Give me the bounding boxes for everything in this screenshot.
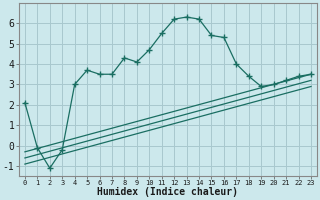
X-axis label: Humidex (Indice chaleur): Humidex (Indice chaleur): [98, 187, 238, 197]
